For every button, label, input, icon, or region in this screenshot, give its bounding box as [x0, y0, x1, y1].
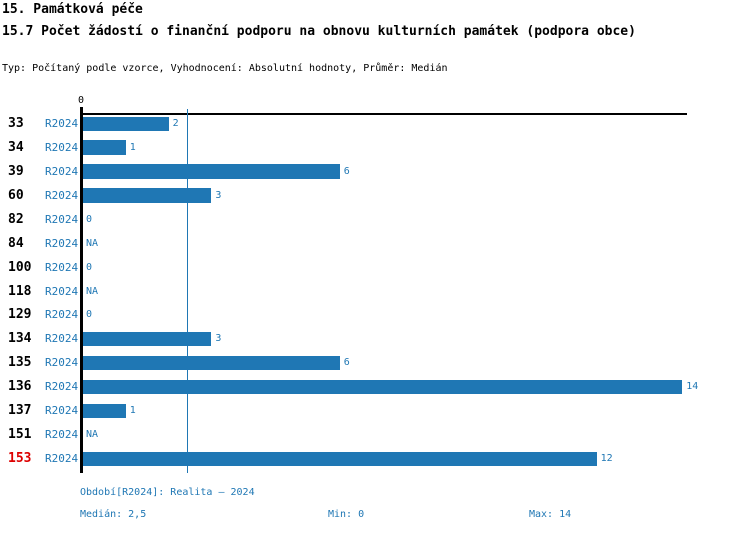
bar-value-label: 2 [172, 118, 179, 129]
bar [83, 116, 169, 131]
period-info: Období[R2024]: Realita – 2024 [80, 487, 255, 498]
row-id-label: 134 [8, 331, 32, 347]
bar [83, 164, 340, 179]
y-axis-line [80, 107, 83, 473]
row-period-label: R2024 [45, 308, 79, 322]
bar-value-label: 0 [86, 261, 93, 273]
bar-value-label: 0 [86, 213, 93, 225]
row-id-label: 34 [8, 139, 24, 155]
chart-row: 82 R2024 0 [0, 210, 750, 234]
row-period-label: R2024 [45, 212, 79, 226]
bar-value-label: 12 [600, 453, 613, 465]
chart-rows: 33 R2024 2 34 R2024 1 39 R2024 6 60 R2024 3 82 R2024 0… [0, 114, 750, 474]
row-period-label: R2024 [45, 428, 79, 442]
row-period-label: R2024 [45, 356, 79, 370]
row-id-label: 118 [8, 283, 32, 299]
page-title: 15. Památková péče [2, 2, 143, 17]
bar-chart: 0 33 R2024 2 34 R2024 1 39 R2024 6 60 R2024 3 82 R202… [0, 90, 750, 480]
row-id-label: 136 [8, 379, 32, 395]
chart-row: 134 R2024 3 [0, 329, 750, 353]
chart-row: 84 R2024 NA [0, 234, 750, 258]
row-period-label: R2024 [45, 188, 79, 202]
row-period-label: R2024 [45, 117, 79, 130]
bar-value-label: 1 [129, 141, 136, 153]
chart-row: 137 R2024 1 [0, 401, 750, 425]
bar-value-label: 0 [86, 309, 93, 321]
row-id-label: 151 [8, 427, 32, 443]
median-stat: Medián: 2,5 [80, 509, 147, 520]
row-id-label: 129 [8, 307, 32, 323]
max-stat: Max: 14 [529, 509, 572, 520]
median-reference-line [186, 109, 188, 473]
row-period-label: R2024 [45, 260, 79, 274]
bar [83, 331, 212, 347]
bar-value-label: 3 [215, 333, 222, 345]
row-period-label: R2024 [45, 164, 79, 178]
indicator-subtitle: 15.7 Počet žádostí o finanční podporu na… [2, 24, 636, 39]
bar [83, 451, 597, 467]
row-id-label: 82 [8, 211, 24, 227]
row-id-label: 153 [8, 451, 32, 467]
chart-row: 136 R2024 14 [0, 377, 750, 401]
row-period-label: R2024 [45, 404, 79, 418]
bar [83, 355, 340, 371]
chart-row: 151 R2024 NA [0, 425, 750, 449]
row-period-label: R2024 [45, 332, 79, 346]
row-id-label: 60 [8, 187, 24, 203]
row-period-label: R2024 [45, 284, 79, 298]
chart-row: 33 R2024 2 [0, 114, 750, 138]
bar [83, 140, 126, 155]
bar-value-label: 1 [129, 405, 136, 417]
row-period-label: R2024 [45, 380, 79, 394]
chart-row: 39 R2024 6 [0, 162, 750, 186]
bar-value-label: 6 [343, 357, 350, 369]
row-id-label: 137 [8, 403, 32, 419]
bar [83, 379, 683, 395]
chart-row: 34 R2024 1 [0, 138, 750, 162]
chart-row: 118 R2024 NA [0, 282, 750, 306]
chart-row: 153 R2024 12 [0, 449, 750, 473]
bar-value-label: NA [86, 429, 99, 441]
row-id-label: 135 [8, 355, 32, 371]
min-stat: Min: 0 [328, 509, 365, 520]
bar-value-label: 6 [343, 165, 350, 177]
chart-row: 60 R2024 3 [0, 186, 750, 210]
bar [83, 188, 212, 203]
row-period-label: R2024 [45, 452, 79, 466]
bar-value-label: NA [86, 285, 99, 297]
bar-value-label: NA [86, 237, 99, 249]
x-axis-zero-tick-label: 0 [77, 95, 85, 106]
row-id-label: 39 [8, 163, 24, 179]
chart-meta-line: Typ: Počítaný podle vzorce, Vyhodnocení:… [2, 63, 448, 74]
row-id-label: 84 [8, 235, 24, 251]
x-axis-line [80, 113, 687, 115]
row-id-label: 33 [8, 116, 24, 131]
chart-row: 129 R2024 0 [0, 305, 750, 329]
bar-value-label: 3 [215, 189, 222, 201]
chart-row: 135 R2024 6 [0, 353, 750, 377]
chart-row: 100 R2024 0 [0, 258, 750, 282]
bar [83, 403, 126, 419]
row-period-label: R2024 [45, 140, 79, 154]
row-id-label: 100 [8, 259, 32, 275]
bar-value-label: 14 [686, 381, 699, 393]
row-period-label: R2024 [45, 236, 79, 250]
